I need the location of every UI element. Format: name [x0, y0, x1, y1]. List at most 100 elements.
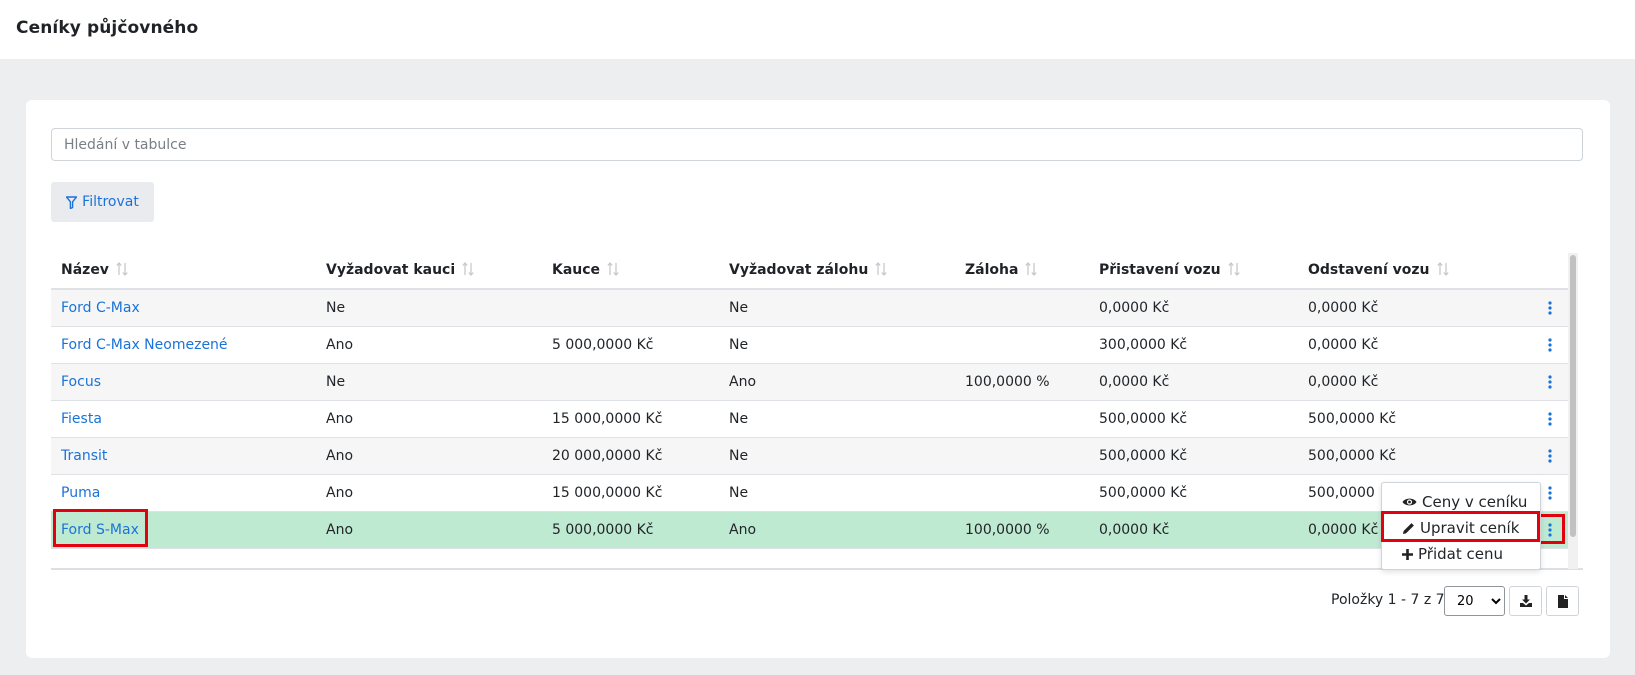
- filter-button-label: Filtrovat: [82, 194, 139, 210]
- table-header-row: Název Vyžadovat kauci Kauce Vyžadovat zá…: [51, 253, 1570, 290]
- table-cell: 300,0000 Kč: [1089, 326, 1298, 364]
- table-cell: 100,0000 %: [955, 363, 1089, 401]
- row-actions-button[interactable]: [1539, 442, 1561, 470]
- row-actions-button[interactable]: [1539, 368, 1561, 396]
- pricelist-name-link[interactable]: Focus: [61, 374, 101, 390]
- filter-button[interactable]: Filtrovat: [51, 182, 154, 222]
- table-row[interactable]: Puma Ano 15 000,0000 Kč Ne 500,0000 Kč 500,00…: [51, 474, 1570, 512]
- name-cell: Puma: [51, 474, 316, 512]
- table-cell: 500,0000 Kč: [1298, 437, 1520, 475]
- kebab-menu-icon: [1548, 486, 1552, 500]
- name-cell: Transit: [51, 437, 316, 475]
- table-cell: 500,0000 Kč: [1298, 400, 1520, 438]
- sort-icon[interactable]: [875, 261, 887, 280]
- table-cell: 0,0000 Kč: [1089, 289, 1298, 327]
- table-scrollbar[interactable]: [1568, 253, 1578, 569]
- table-cell: Ano: [316, 400, 542, 438]
- menu-item-add-price[interactable]: Přidat cenu: [1382, 541, 1540, 567]
- row-actions-button[interactable]: [1539, 331, 1561, 359]
- table-cell: 0,0000 Kč: [1298, 326, 1520, 364]
- download-button[interactable]: [1509, 586, 1542, 616]
- actions-cell: [1520, 326, 1570, 364]
- actions-column-header: [1520, 253, 1570, 290]
- table-cell: 500,0000 Kč: [1089, 474, 1298, 512]
- kebab-menu-icon: [1548, 412, 1552, 426]
- menu-item-prices[interactable]: Ceny v ceníku: [1382, 489, 1540, 515]
- table-cell: 500,0000 Kč: [1089, 400, 1298, 438]
- table-row[interactable]: Ford C-Max Ne Ne 0,0000 Kč 0,0000 Kč: [51, 289, 1570, 327]
- table-row[interactable]: Ford S-Max Ano 5 000,0000 Kč Ano 100,0000 % 0…: [51, 511, 1570, 549]
- actions-cell: [1520, 289, 1570, 327]
- table-cell: Ne: [719, 326, 955, 364]
- table-cell: 5 000,0000 Kč: [542, 511, 719, 549]
- pagination-summary: Položky 1 - 7 z 7: [1331, 592, 1445, 608]
- table-cell: [542, 289, 719, 327]
- column-header[interactable]: Název: [51, 253, 316, 290]
- table-cell: 0,0000 Kč: [1298, 363, 1520, 401]
- table-row[interactable]: Ford C-Max Neomezené Ano 5 000,0000 Kč Ne 30…: [51, 326, 1570, 364]
- table-cell: Ne: [316, 289, 542, 327]
- table-cell: [542, 363, 719, 401]
- pricelist-table-wrapper: Název Vyžadovat kauci Kauce Vyžadovat zá…: [51, 253, 1583, 569]
- table-cell: [955, 326, 1089, 364]
- filter-icon: [66, 195, 78, 209]
- pricelist-name-link[interactable]: Fiesta: [61, 411, 102, 427]
- sort-icon[interactable]: [1436, 261, 1449, 280]
- table-cell: [955, 437, 1089, 475]
- table-row[interactable]: Transit Ano 20 000,0000 Kč Ne 500,0000 Kč 500…: [51, 437, 1570, 475]
- table-row[interactable]: Fiesta Ano 15 000,0000 Kč Ne 500,0000 Kč 500,…: [51, 400, 1570, 438]
- search-input[interactable]: [51, 128, 1583, 161]
- table-cell: [955, 474, 1089, 512]
- row-actions-button[interactable]: [1539, 516, 1561, 544]
- actions-cell: [1520, 400, 1570, 438]
- export-file-button[interactable]: [1546, 586, 1579, 616]
- table-cell: Ano: [719, 511, 955, 549]
- table-cell: 15 000,0000 Kč: [542, 400, 719, 438]
- pricelist-name-link[interactable]: Puma: [61, 485, 101, 501]
- sort-icon[interactable]: [462, 261, 474, 280]
- actions-cell: [1520, 437, 1570, 475]
- name-cell: Focus: [51, 363, 316, 401]
- table-cell: Ne: [719, 400, 955, 438]
- column-header[interactable]: Vyžadovat zálohu: [719, 253, 955, 290]
- kebab-menu-icon: [1548, 449, 1552, 463]
- column-header[interactable]: Vyžadovat kauci: [316, 253, 542, 290]
- eye-icon: [1402, 498, 1417, 506]
- menu-item-edit-pricelist[interactable]: Upravit ceník: [1382, 515, 1540, 541]
- table-cell: 5 000,0000 Kč: [542, 326, 719, 364]
- pricelist-name-link[interactable]: Ford C-Max Neomezené: [61, 337, 228, 353]
- row-actions-button[interactable]: [1539, 294, 1561, 322]
- row-actions-button[interactable]: [1539, 479, 1561, 507]
- table-cell: Ne: [719, 474, 955, 512]
- pricelist-name-link[interactable]: Ford C-Max: [61, 300, 140, 316]
- table-cell: Ano: [719, 363, 955, 401]
- table-cell: Ne: [316, 363, 542, 401]
- kebab-menu-icon: [1548, 338, 1552, 352]
- table-row[interactable]: Focus Ne Ano 100,0000 % 0,0000 Kč 0,0000 Kč: [51, 363, 1570, 401]
- download-icon: [1519, 595, 1532, 607]
- name-cell: Ford C-Max: [51, 289, 316, 327]
- sort-icon[interactable]: [116, 261, 128, 280]
- row-actions-button[interactable]: [1539, 405, 1561, 433]
- kebab-menu-icon: [1548, 523, 1552, 537]
- table-cell: 0,0000 Kč: [1298, 289, 1520, 327]
- scrollbar-thumb[interactable]: [1570, 255, 1576, 537]
- table-cell: 20 000,0000 Kč: [542, 437, 719, 475]
- column-header[interactable]: Záloha: [955, 253, 1089, 290]
- sort-icon[interactable]: [1025, 261, 1038, 280]
- table-cell: 500,0000 Kč: [1089, 437, 1298, 475]
- column-header[interactable]: Odstavení vozu: [1298, 253, 1520, 290]
- table-body: Ford C-Max Ne Ne 0,0000 Kč 0,0000 Kč Ford C-M…: [51, 289, 1570, 549]
- table-cell: Ano: [316, 326, 542, 364]
- table-cell: 0,0000 Kč: [1089, 511, 1298, 549]
- sort-icon[interactable]: [607, 261, 619, 280]
- column-header[interactable]: Přistavení vozu: [1089, 253, 1298, 290]
- kebab-menu-icon: [1548, 375, 1552, 389]
- sort-icon[interactable]: [1227, 261, 1240, 280]
- name-cell: Ford C-Max Neomezené: [51, 326, 316, 364]
- table-cell: [955, 289, 1089, 327]
- page-size-select[interactable]: 20: [1444, 586, 1505, 616]
- pricelist-name-link[interactable]: Transit: [61, 448, 108, 464]
- pricelist-name-link[interactable]: Ford S-Max: [61, 522, 139, 538]
- column-header[interactable]: Kauce: [542, 253, 719, 290]
